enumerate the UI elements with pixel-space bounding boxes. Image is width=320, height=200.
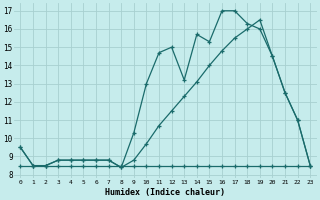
X-axis label: Humidex (Indice chaleur): Humidex (Indice chaleur) — [105, 188, 225, 197]
